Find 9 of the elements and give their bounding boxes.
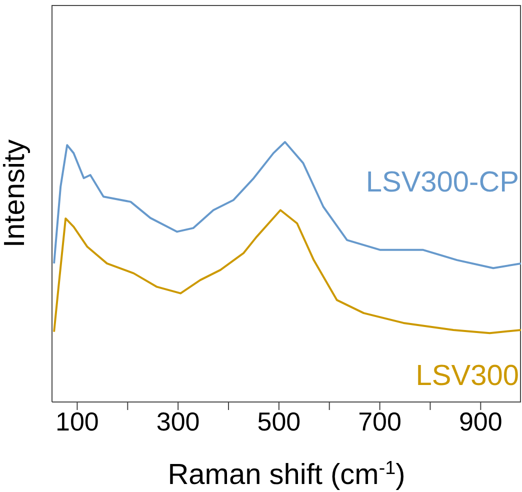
x-tick-label: 100 [56,406,99,436]
x-tick-label: 700 [358,406,402,436]
x-tick-label: 900 [458,406,502,436]
x-tick-label: 500 [257,406,301,436]
x-axis-title: Raman shift (cm$^{-1}$) [168,456,406,491]
x-tick-label: 300 [156,406,200,436]
series-label: LSV300 [416,360,519,392]
series-label: LSV300-CP [366,166,519,198]
y-axis-title: Intensity [0,139,31,248]
